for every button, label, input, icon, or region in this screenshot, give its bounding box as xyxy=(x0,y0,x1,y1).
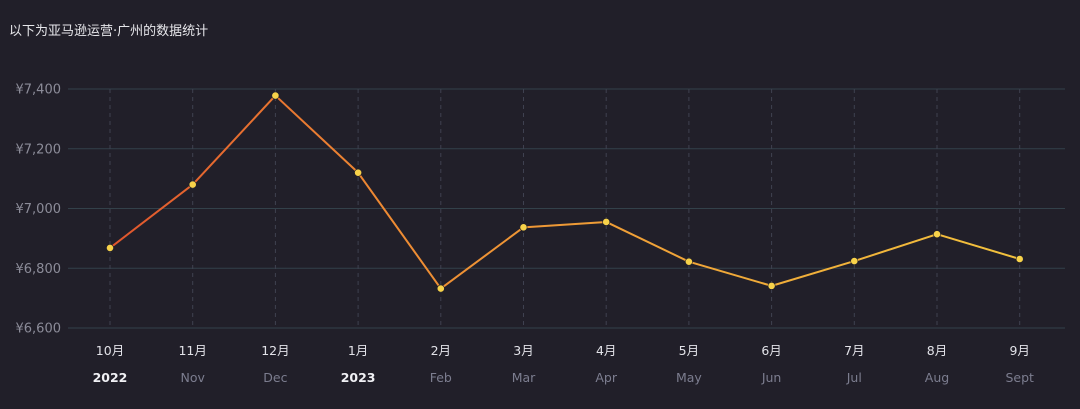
x-tick-label: 7月 xyxy=(844,343,864,358)
x-tick-label: 3月 xyxy=(513,343,533,358)
data-point[interactable] xyxy=(106,244,114,252)
data-point[interactable] xyxy=(850,257,859,265)
x-tick-year-label: 2022 xyxy=(93,370,128,385)
data-point[interactable] xyxy=(188,180,197,189)
data-point[interactable] xyxy=(436,284,445,293)
y-tick-label: ¥6,600 xyxy=(16,322,62,337)
x-tick-sublabel: Apr xyxy=(595,370,617,385)
data-point[interactable] xyxy=(519,223,528,232)
x-tick-sublabel: Aug xyxy=(925,370,949,385)
chart-title: 以下为亚马逊运营·广州的数据统计 xyxy=(9,24,209,39)
y-tick-label: ¥7,400 xyxy=(16,83,62,98)
x-tick-label: 11月 xyxy=(178,343,206,358)
data-point[interactable] xyxy=(767,281,776,290)
x-tick-sublabel: Sept xyxy=(1005,370,1034,385)
x-tick-label: 2月 xyxy=(431,343,451,358)
x-tick-year-label: 2023 xyxy=(341,370,376,385)
data-point[interactable] xyxy=(354,168,362,177)
x-tick-sublabel: Jun xyxy=(761,370,782,385)
x-tick-label: 1月 xyxy=(348,343,368,358)
x-tick-sublabel: Mar xyxy=(512,370,536,385)
data-point[interactable] xyxy=(1015,255,1024,263)
x-tick-sublabel: Jul xyxy=(846,370,862,385)
data-point[interactable] xyxy=(685,257,693,266)
y-tick-label: ¥6,800 xyxy=(16,262,62,277)
series-line xyxy=(109,94,1020,290)
data-point[interactable] xyxy=(933,230,941,239)
x-tick-label: 5月 xyxy=(679,343,699,358)
x-tick-label: 10月 xyxy=(96,343,124,358)
x-tick-sublabel: Nov xyxy=(180,370,205,385)
x-tick-sublabel: May xyxy=(676,370,702,385)
y-tick-label: ¥7,000 xyxy=(16,202,62,217)
x-tick-label: 8月 xyxy=(927,343,947,358)
x-tick-label: 4月 xyxy=(596,343,616,358)
y-tick-label: ¥7,200 xyxy=(16,142,62,157)
x-tick-label: 6月 xyxy=(761,343,781,358)
x-tick-label: 9月 xyxy=(1009,343,1029,358)
x-tick-label: 12月 xyxy=(261,343,289,358)
data-point[interactable] xyxy=(602,218,611,226)
x-tick-sublabel: Dec xyxy=(263,370,287,385)
data-point[interactable] xyxy=(271,91,280,100)
x-tick-sublabel: Feb xyxy=(430,370,452,385)
